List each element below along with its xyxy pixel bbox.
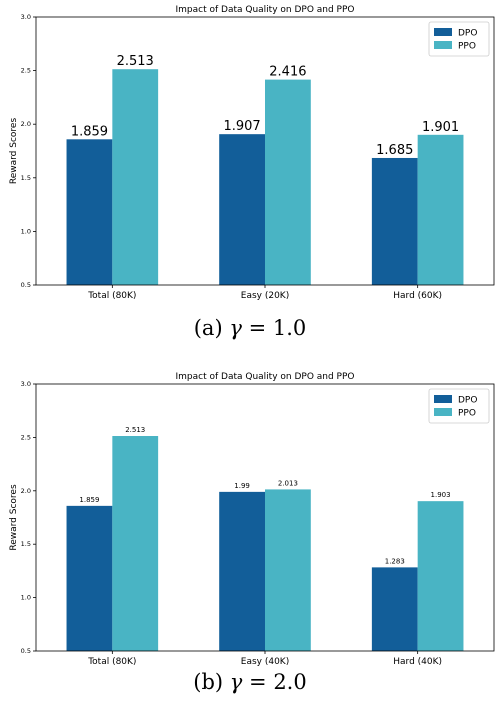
bar-value-label: 1.907 [223, 119, 260, 134]
caption-b-value: = 2.0 [249, 670, 307, 694]
legend-label-dpo: DPO [458, 29, 477, 39]
bar-value-label: 1.685 [376, 143, 413, 158]
chart-panel-a: Impact of Data Quality on DPO and PPO Rew… [0, 5, 500, 340]
x-tick-label: Easy (40K) [241, 657, 289, 667]
y-axis-label: Reward Scores [9, 118, 19, 185]
caption-a-value: = 1.0 [248, 316, 307, 340]
bar-dpo-1 [219, 134, 265, 285]
bar-value-label: 1.859 [79, 496, 99, 504]
bar-value-label: 1.903 [431, 491, 451, 499]
caption-a: (a) γ = 1.0 [0, 316, 500, 340]
y-tick-label: 3.0 [21, 13, 31, 21]
y-tick-label: 1.5 [21, 540, 31, 548]
legend-label-ppo: PPO [458, 42, 476, 52]
bar-value-label: 1.283 [385, 557, 405, 565]
legend-swatch-ppo [434, 408, 452, 416]
legend-label-dpo: DPO [458, 396, 477, 406]
bar-ppo-0 [112, 69, 159, 286]
x-tick-label: Hard (40K) [393, 657, 442, 667]
bar-value-label: 2.513 [125, 426, 145, 434]
y-tick-label: 3.0 [21, 380, 31, 388]
chart-a-svg: Impact of Data Quality on DPO and PPO Rew… [9, 5, 495, 301]
bar-dpo-0 [66, 139, 113, 285]
bar-value-label: 2.416 [269, 65, 306, 80]
chart-title: Impact of Data Quality on DPO and PPO [176, 372, 355, 382]
bar-dpo-1 [219, 491, 265, 651]
bar-value-label: 2.513 [117, 54, 154, 69]
bar-dpo-2 [371, 157, 418, 285]
y-tick-label: 1.5 [21, 174, 31, 182]
y-tick-label: 2.5 [21, 433, 31, 441]
bar-ppo-1 [265, 489, 311, 651]
bar-ppo-1 [265, 79, 311, 285]
plot-frame [35, 383, 495, 652]
caption-a-symbol: γ [229, 316, 242, 340]
bar-value-label: 1.99 [234, 482, 250, 490]
y-tick-label: 2.0 [21, 487, 31, 495]
x-tick-label: Total (80K) [87, 657, 136, 667]
y-tick-label: 1.0 [21, 594, 31, 602]
plot-frame [35, 16, 495, 286]
chart-title: Impact of Data Quality on DPO and PPO [176, 5, 355, 15]
bar-dpo-0 [66, 505, 113, 651]
caption-b: (b) γ = 2.0 [0, 670, 500, 694]
caption-b-prefix: (b) [193, 670, 224, 694]
bar-value-label: 1.901 [422, 120, 459, 135]
x-tick-label: Total (80K) [87, 291, 136, 301]
legend-swatch-dpo [434, 28, 452, 36]
y-axis-label: Reward Scores [9, 484, 19, 551]
legend-swatch-ppo [434, 41, 452, 49]
y-tick-label: 2.0 [21, 120, 31, 128]
legend-label-ppo: PPO [458, 409, 476, 419]
chart-b-svg: Impact of Data Quality on DPO and PPO Rew… [9, 372, 495, 667]
x-tick-label: Easy (20K) [241, 291, 289, 301]
bar-ppo-2 [417, 134, 464, 285]
chart-panel-b: Impact of Data Quality on DPO and PPO Rew… [0, 368, 500, 709]
bar-ppo-2 [417, 501, 464, 651]
y-tick-label: 2.5 [21, 67, 31, 75]
y-tick-label: 0.5 [21, 281, 31, 289]
y-tick-label: 1.0 [21, 227, 31, 235]
x-tick-label: Hard (60K) [393, 291, 442, 301]
bar-value-label: 1.859 [71, 124, 108, 139]
caption-a-prefix: (a) [193, 316, 223, 340]
bar-dpo-2 [371, 567, 418, 651]
caption-b-symbol: γ [229, 670, 243, 694]
legend-swatch-dpo [434, 395, 452, 403]
bar-value-label: 2.013 [278, 479, 298, 487]
bar-ppo-0 [112, 436, 159, 651]
y-tick-label: 0.5 [21, 647, 31, 655]
